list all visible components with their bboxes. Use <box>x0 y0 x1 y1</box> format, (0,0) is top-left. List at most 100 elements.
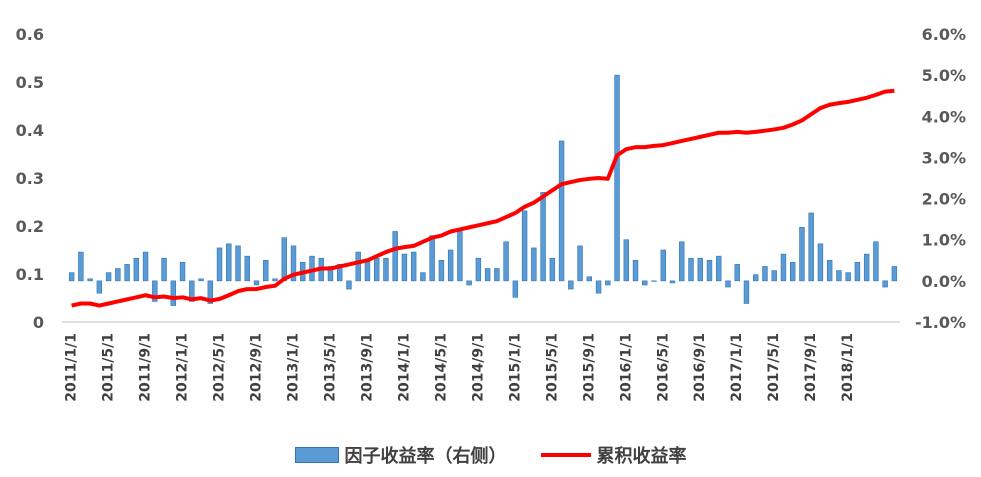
x-tick-label: 2011/5/1 <box>101 333 117 402</box>
factor-return-bar <box>170 280 177 306</box>
factor-return-bar <box>161 257 167 282</box>
factor-return-bar <box>355 251 361 282</box>
factor-return-bar <box>198 278 204 282</box>
x-tick-label: 2016/1/1 <box>618 333 634 402</box>
factor-return-bar <box>383 257 389 282</box>
right-tick-label: 6.0% <box>922 25 966 44</box>
factor-return-bar <box>512 280 519 298</box>
factor-return-bar <box>568 280 574 290</box>
x-tick-label: 2017/5/1 <box>766 333 782 402</box>
factor-return-bar <box>605 280 611 286</box>
legend: 因子收益率（右侧） 累积收益率 <box>0 443 981 467</box>
chart-canvas: 0 0.1 0.2 0.3 0.4 0.5 0.6 -1.0% 0.0% 1.0% 2.0% 3.0… <box>16 25 966 402</box>
factor-return-bar <box>586 276 593 282</box>
factor-return-bar <box>281 237 287 282</box>
factor-return-bar <box>216 247 223 282</box>
factor-return-bar <box>623 239 630 282</box>
factor-return-bar <box>660 249 666 282</box>
factor-return-bar <box>179 262 186 282</box>
factor-return-bar <box>558 140 565 282</box>
factor-return-bar <box>152 280 158 302</box>
factor-return-bar <box>392 231 398 282</box>
factor-return-bar <box>595 280 602 294</box>
right-tick-label: 5.0% <box>922 66 966 85</box>
x-tick-label: 2012/5/1 <box>212 333 228 402</box>
legend-item-factor-return: 因子收益率（右侧） <box>294 442 507 468</box>
factor-return-bar <box>272 278 278 282</box>
factor-return-bar <box>762 266 768 282</box>
x-tick-label: 2014/1/1 <box>396 333 412 402</box>
factor-return-bars <box>68 74 898 306</box>
factor-return-bar <box>780 253 787 282</box>
left-tick-label: 0.3 <box>16 169 44 188</box>
legend-label-factor-return: 因子收益率（右侧） <box>344 446 507 467</box>
factor-return-bar <box>808 212 814 282</box>
x-tick-label: 2017/1/1 <box>729 333 745 402</box>
factor-return-bar <box>235 245 241 282</box>
factor-return-bar <box>226 243 232 282</box>
factor-return-bar <box>706 259 713 282</box>
x-tick-label: 2015/5/1 <box>544 333 560 402</box>
factor-return-bar <box>327 266 334 282</box>
factor-return-bar <box>290 245 297 282</box>
factor-return-bar <box>475 257 482 282</box>
factor-return-bar <box>373 257 380 282</box>
factor-return-bar <box>799 227 805 282</box>
left-tick-label: 0.4 <box>16 121 44 140</box>
left-tick-label: 0.6 <box>16 25 44 44</box>
factor-return-bar <box>789 262 796 282</box>
x-axis: 2011/1/1 2011/5/1 2011/9/1 2012/1/1 2012/5/1… <box>62 321 900 402</box>
factor-return-bar <box>614 74 620 282</box>
x-tick-label: 2013/5/1 <box>322 333 338 402</box>
factor-return-bar <box>401 253 408 282</box>
x-tick-label: 2012/1/1 <box>175 333 191 402</box>
left-tick-label: 0 <box>33 313 44 332</box>
factor-return-bar <box>642 280 648 286</box>
factor-return-bar <box>743 280 750 304</box>
factor-return-bar <box>854 262 861 282</box>
legend-item-cumulative-return: 累积收益率 <box>540 442 687 468</box>
factor-return-bar <box>531 247 537 282</box>
x-tick-label: 2016/5/1 <box>655 333 671 402</box>
factor-return-bar <box>346 280 352 290</box>
factor-return-bar <box>836 270 842 282</box>
left-tick-label: 0.1 <box>16 265 44 284</box>
factor-return-bar <box>263 259 269 282</box>
factor-return-bar <box>438 259 445 282</box>
factor-return-bar <box>189 280 195 302</box>
factor-return-bar <box>540 192 546 282</box>
x-tick-label: 2015/9/1 <box>581 333 597 402</box>
right-tick-label: -1.0% <box>915 313 966 332</box>
factor-return-bar <box>105 272 112 282</box>
right-tick-label: 0.0% <box>922 272 966 291</box>
x-tick-label: 2013/9/1 <box>359 333 375 402</box>
left-tick-label: 0.5 <box>16 73 44 92</box>
factor-return-bar <box>253 280 260 286</box>
x-tick-label: 2017/9/1 <box>803 333 819 402</box>
factor-return-bar <box>669 280 676 284</box>
x-tick-label: 2013/1/1 <box>285 333 301 402</box>
factor-return-bar <box>503 241 509 282</box>
factor-return-bar <box>521 210 528 282</box>
left-axis: 0 0.1 0.2 0.3 0.4 0.5 0.6 <box>16 25 44 332</box>
factor-return-bar <box>207 280 213 304</box>
factor-return-bar <box>457 231 463 282</box>
x-tick-label: 2011/9/1 <box>138 333 154 402</box>
right-tick-label: 4.0% <box>922 107 966 126</box>
factor-return-bar <box>420 272 426 282</box>
factor-return-bar <box>87 278 93 282</box>
factor-return-bar <box>826 259 833 282</box>
factor-return-bar <box>725 280 731 288</box>
factor-return-bar <box>679 241 685 282</box>
factor-return-bar <box>78 251 84 282</box>
factor-return-bar <box>771 270 777 282</box>
factor-return-bar <box>734 264 740 282</box>
factor-return-bar <box>632 259 639 282</box>
factor-return-bar <box>688 257 694 282</box>
factor-return-bar <box>337 264 343 282</box>
factor-return-bar <box>429 235 435 282</box>
factor-return-bar <box>651 280 657 282</box>
factor-return-bar <box>891 266 898 282</box>
factor-return-bar <box>142 251 149 282</box>
legend-bar-swatch <box>294 447 339 463</box>
